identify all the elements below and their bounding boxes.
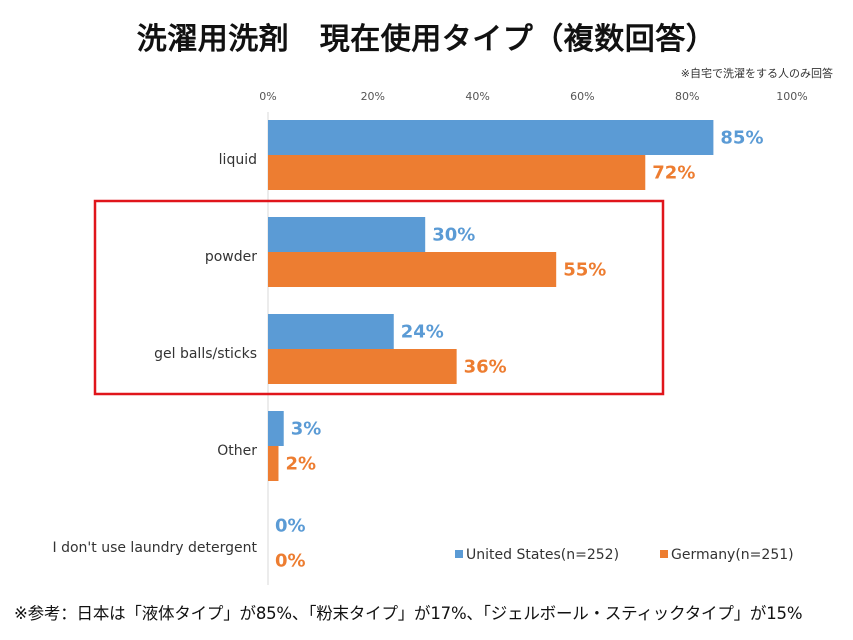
data-label: 3% bbox=[291, 419, 322, 440]
category-label: I don't use laundry detergent bbox=[53, 540, 258, 556]
legend-swatch-germany bbox=[660, 550, 668, 558]
data-label: 85% bbox=[720, 128, 763, 149]
category-label: gel balls/sticks bbox=[154, 346, 257, 362]
x-tick-label: 60% bbox=[570, 90, 594, 103]
bar-germany bbox=[268, 252, 557, 287]
data-label: 36% bbox=[464, 357, 507, 378]
x-tick-label: 80% bbox=[675, 90, 699, 103]
bar-us bbox=[268, 120, 714, 155]
category-label: liquid bbox=[219, 152, 257, 168]
legend-swatch-us bbox=[455, 550, 463, 558]
data-label: 72% bbox=[652, 163, 695, 184]
data-label: 2% bbox=[285, 454, 316, 475]
x-tick-label: 40% bbox=[465, 90, 489, 103]
japan-reference-footnote: ※参考：日本は「液体タイプ」が85%、「粉末タイプ」が17%、「ジェルボール・ス… bbox=[14, 604, 803, 623]
bar-us bbox=[268, 217, 426, 252]
bar-germany bbox=[268, 446, 279, 481]
bar-germany bbox=[268, 155, 646, 190]
x-tick-label: 20% bbox=[361, 90, 385, 103]
bar-us bbox=[268, 314, 394, 349]
respondent-note: ※自宅で洗濯をする人のみ回答 bbox=[680, 67, 833, 80]
legend-label: Germany(n=251) bbox=[671, 547, 794, 563]
bar-germany bbox=[268, 349, 457, 384]
data-label: 0% bbox=[275, 551, 306, 572]
x-tick-label: 100% bbox=[776, 90, 807, 103]
data-label: 55% bbox=[563, 260, 606, 281]
legend-label: United States(n=252) bbox=[466, 547, 619, 563]
bar-chart: 0% 20% 40% 60% 80% 100% liquid 85% 72% powder 30% 5… bbox=[53, 90, 808, 585]
chart-title: 洗濯用洗剤 現在使用タイプ（複数回答） bbox=[136, 22, 717, 57]
data-label: 30% bbox=[432, 225, 475, 246]
highlight-box bbox=[93, 199, 665, 396]
category-label: powder bbox=[205, 249, 257, 265]
bar-us bbox=[268, 411, 284, 446]
data-label: 24% bbox=[401, 322, 444, 343]
data-label: 0% bbox=[275, 516, 306, 537]
x-tick-label: 0% bbox=[259, 90, 276, 103]
category-label: Other bbox=[217, 443, 257, 459]
